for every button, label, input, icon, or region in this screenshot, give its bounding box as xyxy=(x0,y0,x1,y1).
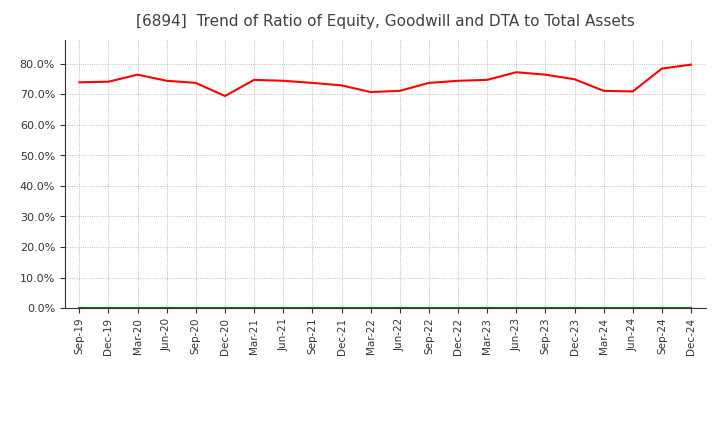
Goodwill xyxy=(541,305,550,311)
Equity xyxy=(657,66,666,71)
Equity xyxy=(133,72,142,77)
Equity xyxy=(366,89,375,95)
Deferred Tax Assets xyxy=(395,305,404,311)
Deferred Tax Assets xyxy=(337,305,346,311)
Equity xyxy=(454,78,462,84)
Deferred Tax Assets xyxy=(192,305,200,311)
Goodwill xyxy=(337,305,346,311)
Deferred Tax Assets xyxy=(687,305,696,311)
Equity xyxy=(279,78,287,84)
Equity xyxy=(425,80,433,85)
Goodwill xyxy=(192,305,200,311)
Goodwill xyxy=(570,305,579,311)
Goodwill xyxy=(629,305,637,311)
Goodwill xyxy=(425,305,433,311)
Goodwill xyxy=(687,305,696,311)
Goodwill xyxy=(599,305,608,311)
Equity xyxy=(337,83,346,88)
Deferred Tax Assets xyxy=(454,305,462,311)
Equity xyxy=(308,80,317,85)
Equity xyxy=(250,77,258,82)
Deferred Tax Assets xyxy=(366,305,375,311)
Equity xyxy=(512,70,521,75)
Goodwill xyxy=(366,305,375,311)
Deferred Tax Assets xyxy=(425,305,433,311)
Equity xyxy=(570,77,579,82)
Goodwill xyxy=(454,305,462,311)
Goodwill xyxy=(75,305,84,311)
Goodwill xyxy=(104,305,113,311)
Deferred Tax Assets xyxy=(512,305,521,311)
Deferred Tax Assets xyxy=(250,305,258,311)
Deferred Tax Assets xyxy=(220,305,229,311)
Equity xyxy=(395,88,404,93)
Equity xyxy=(75,80,84,85)
Equity xyxy=(483,77,492,82)
Title: [6894]  Trend of Ratio of Equity, Goodwill and DTA to Total Assets: [6894] Trend of Ratio of Equity, Goodwil… xyxy=(136,14,634,29)
Goodwill xyxy=(395,305,404,311)
Goodwill xyxy=(220,305,229,311)
Line: Equity: Equity xyxy=(79,65,691,96)
Goodwill xyxy=(657,305,666,311)
Deferred Tax Assets xyxy=(541,305,550,311)
Deferred Tax Assets xyxy=(629,305,637,311)
Goodwill xyxy=(512,305,521,311)
Deferred Tax Assets xyxy=(570,305,579,311)
Equity xyxy=(104,79,113,84)
Equity xyxy=(629,89,637,94)
Deferred Tax Assets xyxy=(483,305,492,311)
Deferred Tax Assets xyxy=(163,305,171,311)
Equity xyxy=(541,72,550,77)
Equity xyxy=(687,62,696,67)
Equity xyxy=(163,78,171,84)
Goodwill xyxy=(483,305,492,311)
Deferred Tax Assets xyxy=(599,305,608,311)
Goodwill xyxy=(250,305,258,311)
Deferred Tax Assets xyxy=(279,305,287,311)
Goodwill xyxy=(279,305,287,311)
Deferred Tax Assets xyxy=(104,305,113,311)
Goodwill xyxy=(308,305,317,311)
Goodwill xyxy=(133,305,142,311)
Deferred Tax Assets xyxy=(133,305,142,311)
Deferred Tax Assets xyxy=(75,305,84,311)
Deferred Tax Assets xyxy=(308,305,317,311)
Equity xyxy=(599,88,608,93)
Goodwill xyxy=(163,305,171,311)
Equity xyxy=(220,93,229,99)
Deferred Tax Assets xyxy=(657,305,666,311)
Equity xyxy=(192,80,200,85)
